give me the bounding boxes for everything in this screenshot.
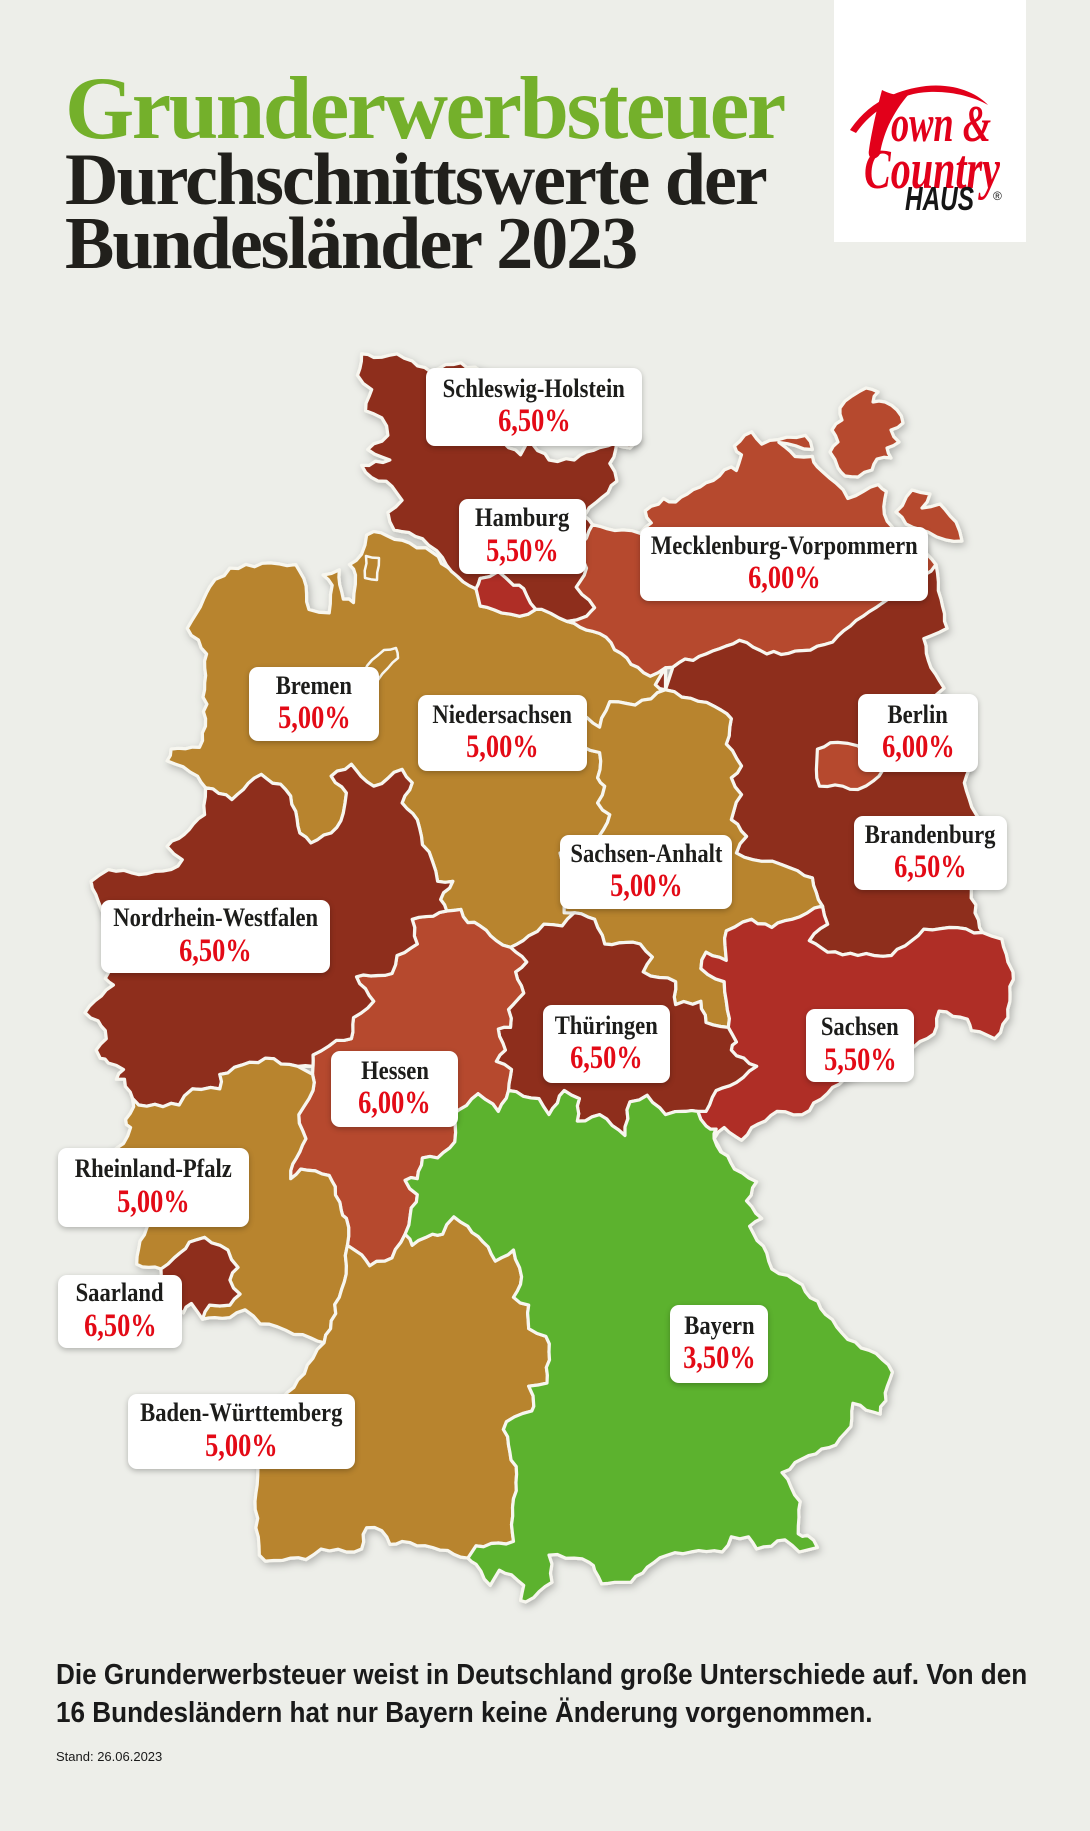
svg-text:own &: own & bbox=[891, 96, 991, 153]
svg-text:HAUS: HAUS bbox=[905, 180, 974, 217]
svg-text:®: ® bbox=[993, 189, 1002, 203]
svg-text:Country: Country bbox=[864, 139, 1001, 201]
